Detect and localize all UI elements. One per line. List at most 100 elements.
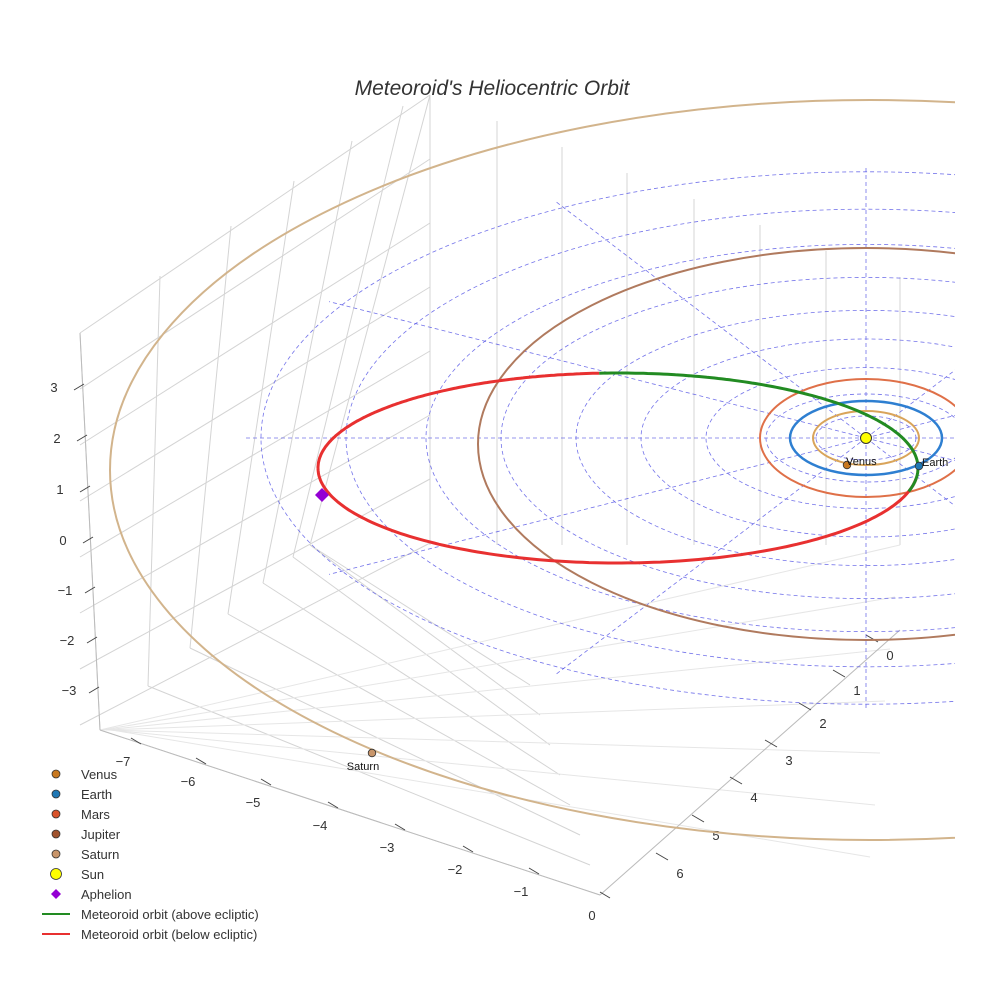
z-tick-mark bbox=[84, 586, 96, 594]
x-tick-mark bbox=[130, 737, 142, 745]
y-tick-label: 5 bbox=[712, 828, 719, 843]
legend-swatch bbox=[51, 829, 61, 839]
y-tick-label: 0 bbox=[886, 648, 893, 663]
grid-line bbox=[292, 105, 404, 558]
grid-line bbox=[79, 350, 431, 558]
ecliptic-grid-spoke bbox=[555, 201, 867, 439]
earth-marker bbox=[914, 461, 924, 471]
z-tick-mark bbox=[79, 485, 91, 493]
z-tick-mark bbox=[82, 536, 94, 544]
x-tick-label: −2 bbox=[448, 862, 463, 877]
axis-edge bbox=[99, 729, 601, 896]
z-tick-mark bbox=[73, 383, 85, 391]
legend-label: Mars bbox=[81, 807, 110, 822]
y-tick-mark bbox=[798, 702, 812, 711]
ecliptic-grid-ring bbox=[425, 244, 955, 632]
z-tick-mark bbox=[86, 636, 98, 644]
axis-ticks: −7 −6 −5 −4 −3 −2 −1 0 0 1 2 3 4 5 6 −3 −2 −1 0 1 2 3 bbox=[50, 380, 893, 923]
markers: Venus Earth Saturn bbox=[315, 432, 948, 773]
grid-line bbox=[309, 94, 431, 546]
grid-line bbox=[79, 222, 431, 446]
grid-line bbox=[103, 648, 891, 731]
ecliptic-grid-spoke bbox=[328, 437, 867, 575]
axis-edge bbox=[599, 629, 901, 896]
grid-line bbox=[79, 542, 431, 726]
x-tick-mark bbox=[394, 823, 406, 831]
meteoroid-orbit-below bbox=[316, 467, 918, 565]
mars-orbit bbox=[759, 378, 955, 498]
ecliptic-grid-spoke bbox=[865, 414, 955, 439]
venus-marker bbox=[842, 460, 852, 470]
grid-line bbox=[309, 544, 541, 716]
x-tick-label: −1 bbox=[514, 884, 529, 899]
legend-swatch bbox=[51, 809, 61, 819]
legend-swatch bbox=[51, 849, 61, 859]
grid-line bbox=[107, 729, 881, 754]
y-tick-mark bbox=[691, 814, 705, 823]
venus-orbit bbox=[812, 410, 920, 466]
legend-swatch bbox=[51, 889, 61, 899]
y-tick-label: 2 bbox=[819, 716, 826, 731]
z-tick-label: 3 bbox=[50, 380, 57, 395]
y-tick-label: 4 bbox=[750, 790, 757, 805]
saturn-marker bbox=[367, 748, 377, 758]
x-tick-mark bbox=[462, 845, 474, 853]
y-tick-label: 3 bbox=[785, 753, 792, 768]
meteoroid-orbit-below bbox=[316, 371, 600, 468]
legend-swatch bbox=[51, 769, 61, 779]
y-tick-mark bbox=[655, 852, 669, 861]
x-tick-label: −7 bbox=[116, 754, 131, 769]
legend-label: Aphelion bbox=[81, 887, 132, 902]
jupiter-orbit bbox=[477, 247, 955, 641]
grid-line bbox=[101, 596, 896, 731]
z-tick-mark bbox=[76, 434, 88, 442]
grid-line bbox=[227, 613, 571, 806]
legend-label: Meteoroid orbit (below ecliptic) bbox=[81, 927, 257, 942]
axis-edge bbox=[79, 332, 101, 731]
z-tick-label: −3 bbox=[62, 683, 77, 698]
grid-line bbox=[147, 275, 161, 687]
x-tick-label: −6 bbox=[181, 774, 196, 789]
y-tick-mark bbox=[729, 776, 743, 785]
grid-line bbox=[189, 647, 581, 836]
grid-line bbox=[189, 225, 232, 649]
x-tick-mark bbox=[195, 757, 207, 765]
x-tick-label: 0 bbox=[588, 908, 595, 923]
legend-swatch bbox=[50, 868, 62, 880]
venus-label: Venus bbox=[846, 456, 877, 468]
grid-line bbox=[105, 700, 886, 731]
sun-marker bbox=[860, 432, 872, 444]
grid-line bbox=[147, 685, 591, 866]
ecliptic-grid-spoke bbox=[555, 437, 867, 675]
earth-label: Earth bbox=[922, 457, 948, 469]
axes-box bbox=[79, 94, 901, 896]
saturn-orbit bbox=[109, 99, 955, 841]
chart-title: Meteoroid's Heliocentric Orbit bbox=[355, 77, 631, 100]
grid-line bbox=[292, 556, 551, 746]
grid-line bbox=[79, 158, 431, 390]
grid-line bbox=[79, 478, 431, 670]
grid-line bbox=[309, 544, 531, 686]
x-tick-label: −3 bbox=[380, 840, 395, 855]
z-tick-label: 2 bbox=[53, 431, 60, 446]
z-tick-label: 1 bbox=[56, 482, 63, 497]
z-tick-label: −2 bbox=[60, 633, 75, 648]
grid-line bbox=[227, 180, 295, 615]
legend-label: Venus bbox=[81, 767, 118, 782]
z-tick-mark bbox=[88, 686, 100, 694]
legend-label: Jupiter bbox=[81, 827, 121, 842]
grid-line bbox=[109, 729, 876, 806]
ecliptic-grid-spoke bbox=[328, 301, 867, 439]
grid-line bbox=[79, 286, 431, 502]
earth-orbit bbox=[788, 399, 944, 477]
y-tick-mark bbox=[832, 669, 846, 678]
grid-line bbox=[79, 414, 431, 614]
x-tick-mark bbox=[599, 891, 611, 899]
z-tick-label: 0 bbox=[59, 533, 66, 548]
y-tick-label: 6 bbox=[676, 866, 683, 881]
grid-line bbox=[262, 582, 561, 776]
legend-label: Sun bbox=[81, 867, 104, 882]
x-tick-mark bbox=[528, 867, 540, 875]
legend-label: Meteoroid orbit (above ecliptic) bbox=[81, 907, 259, 922]
aphelion-marker bbox=[315, 488, 329, 502]
